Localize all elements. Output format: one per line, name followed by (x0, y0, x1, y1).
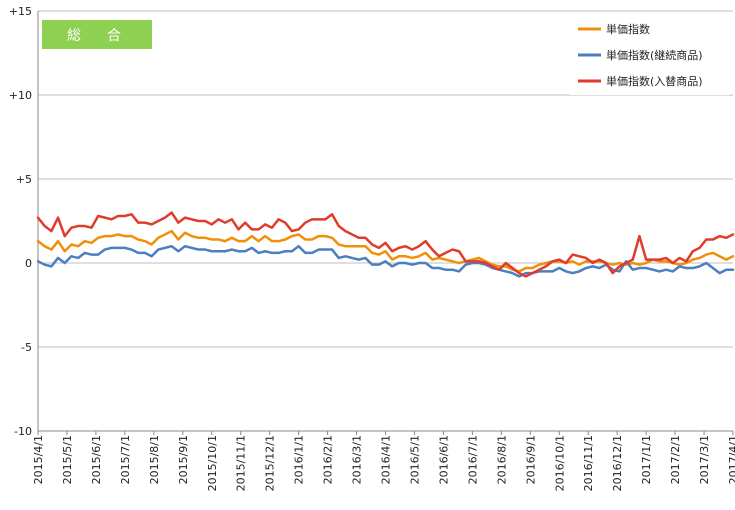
x-tick-label: 2015/4/1 (32, 435, 45, 484)
x-tick-label: 2016/7/1 (466, 435, 479, 484)
series-line-1 (36, 229, 735, 273)
y-tick-label: -10 (14, 425, 32, 438)
series-line-2 (36, 244, 735, 278)
x-tick-label: 2015/5/1 (61, 435, 74, 484)
x-tick-label: 2016/6/1 (437, 435, 450, 484)
x-tick-label: 2016/1/1 (293, 435, 306, 484)
x-tick-label: 2017/1/1 (640, 435, 653, 484)
legend-label-1: 単価指数 (606, 22, 650, 36)
x-tick-label: 2015/8/1 (148, 435, 161, 484)
series-line-3 (36, 211, 735, 278)
legend-label-2: 単価指数(継続商品) (606, 48, 703, 62)
y-tick-label: +5 (16, 173, 32, 186)
x-tick-label: 2016/11/1 (582, 435, 595, 491)
x-tick-label: 2015/6/1 (90, 435, 103, 484)
legend-label-3: 単価指数(入替商品) (606, 74, 703, 88)
y-axis: +15 +10 +5 0 -5 -10 (9, 5, 39, 438)
x-tick-label: 2017/4/1 (727, 435, 735, 484)
x-tick-label: 2016/8/1 (495, 435, 508, 484)
x-tick-label: 2017/2/1 (669, 435, 682, 484)
title-badge-text: 総 合 (67, 28, 127, 44)
x-tick-label: 2016/3/1 (351, 435, 364, 484)
x-tick-label: 2015/7/1 (119, 435, 132, 484)
x-tick-label: 2016/12/1 (611, 435, 624, 491)
title-badge: 総 合 (42, 20, 152, 49)
x-axis: 2015/4/1 2015/5/1 2015/6/1 2015/7/1 2015/8/1… (32, 430, 735, 491)
y-tick-label: 0 (25, 257, 32, 270)
x-tick-label: 2015/10/1 (206, 435, 219, 491)
x-tick-label: 2016/2/1 (322, 435, 335, 484)
x-tick-label: 2016/10/1 (553, 435, 566, 491)
x-tick-label: 2015/11/1 (235, 435, 248, 491)
series-lines (36, 211, 735, 278)
y-tick-label: +10 (9, 89, 32, 102)
x-tick-label: 2016/5/1 (408, 435, 421, 484)
y-tick-label: +15 (9, 5, 32, 18)
x-tick-label: 2016/9/1 (524, 435, 537, 484)
x-tick-label: 2017/3/1 (698, 435, 711, 484)
x-tick-label: 2015/12/1 (264, 435, 277, 491)
title-badge-background (42, 20, 152, 49)
x-tick-label: 2015/9/1 (177, 435, 190, 484)
x-tick-label: 2016/4/1 (380, 435, 393, 484)
y-tick-label: -5 (21, 341, 32, 354)
